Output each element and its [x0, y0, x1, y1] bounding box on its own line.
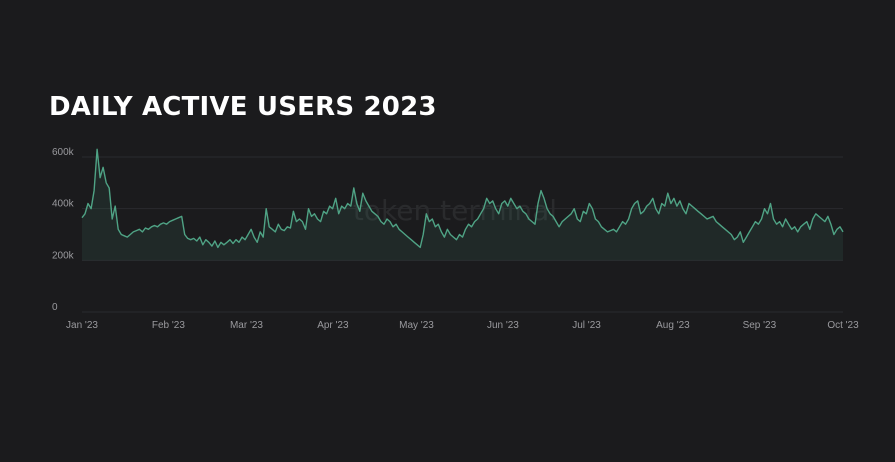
- x-tick-label: Jun '23: [487, 320, 519, 331]
- y-tick-label: 0: [52, 302, 58, 313]
- x-tick-label: Apr '23: [317, 320, 349, 331]
- x-tick-label: Jan '23: [66, 320, 98, 331]
- x-tick-label: Aug '23: [656, 320, 690, 331]
- x-tick-label: Jul '23: [572, 320, 601, 331]
- y-tick-label: 200k: [52, 250, 75, 261]
- x-tick-label: Feb '23: [152, 320, 185, 331]
- y-axis-ticks: 0 200k 400k 600k: [52, 147, 75, 313]
- x-axis-ticks: Jan '23 Feb '23 Mar '23 Apr '23 May '23 Jun '…: [66, 320, 859, 331]
- chart-title: DAILY ACTIVE USERS 2023: [49, 92, 437, 122]
- grid-lines: [82, 156, 843, 313]
- x-tick-label: May '23: [399, 320, 434, 331]
- x-tick-label: Sep '23: [743, 320, 777, 331]
- series-area: [82, 149, 843, 261]
- y-tick-label: 600k: [52, 147, 75, 158]
- x-tick-label: Mar '23: [230, 320, 263, 331]
- x-tick-label: Oct '23: [827, 320, 859, 331]
- y-tick-label: 400k: [52, 199, 75, 210]
- series-line: [81, 148, 844, 249]
